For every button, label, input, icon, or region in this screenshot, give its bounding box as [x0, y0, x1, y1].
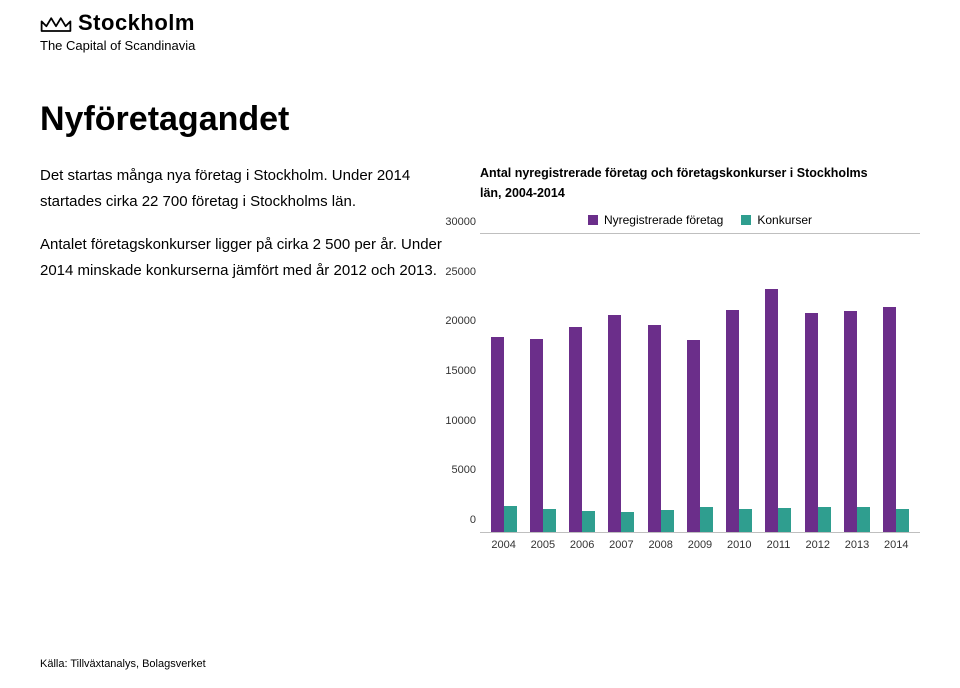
paragraph-1: Det startas många nya företag i Stockhol…	[40, 163, 450, 214]
chart-plot: 050001000015000200002500030000	[480, 233, 920, 533]
bar-group	[805, 234, 831, 532]
bar-group	[569, 234, 595, 532]
bar-nyreg	[765, 289, 778, 532]
ytick-label: 5000	[438, 464, 476, 476]
bar-nyreg	[883, 307, 896, 532]
xtick-label: 2004	[491, 539, 517, 551]
bar-nyreg	[648, 325, 661, 532]
chart-column: Antal nyregistrerade företag och företag…	[480, 163, 920, 573]
xtick-label: 2009	[687, 539, 713, 551]
bar-nyreg	[687, 340, 700, 532]
logo-block: Stockholm The Capital of Scandinavia	[40, 10, 195, 53]
bar-nyreg	[608, 315, 621, 532]
bar-nyreg	[569, 327, 582, 532]
chart-area: Nyregistrerade företag Konkurser 0500010…	[480, 213, 920, 573]
bar-nyreg	[530, 339, 543, 532]
bar-group	[765, 234, 791, 532]
logo-wordmark: Stockholm	[78, 10, 195, 36]
bar-group	[608, 234, 634, 532]
chart-title-line2: län, 2004-2014	[480, 186, 565, 200]
bar-konk	[739, 509, 752, 532]
xtick-label: 2005	[530, 539, 556, 551]
bar-konk	[818, 507, 831, 532]
body-text: Det startas många nya företag i Stockhol…	[40, 163, 450, 573]
legend-item-nyreg: Nyregistrerade företag	[588, 213, 723, 227]
chart-xlabels: 2004 2005 2006 2007 2008 2009 2010 2011 2012 2013…	[480, 539, 920, 551]
chart-legend: Nyregistrerade företag Konkurser	[480, 213, 920, 227]
bar-konk	[504, 506, 517, 532]
ytick-label: 0	[438, 514, 476, 526]
bar-nyreg	[844, 311, 857, 532]
content-columns: Det startas många nya företag i Stockhol…	[40, 163, 920, 573]
legend-label-nyreg: Nyregistrerade företag	[604, 213, 723, 227]
bar-group	[491, 234, 517, 532]
legend-swatch-konk	[741, 215, 751, 225]
ytick-label: 10000	[438, 415, 476, 427]
bar-konk	[543, 509, 556, 532]
legend-item-konk: Konkurser	[741, 213, 812, 227]
xtick-label: 2006	[569, 539, 595, 551]
bar-nyreg	[805, 313, 818, 532]
ytick-label: 15000	[438, 365, 476, 377]
legend-label-konk: Konkurser	[757, 213, 812, 227]
bar-group	[726, 234, 752, 532]
bar-konk	[582, 511, 595, 532]
chart-title-line1: Antal nyregistrerade företag och företag…	[480, 166, 868, 180]
bar-nyreg	[726, 310, 739, 533]
logo-row: Stockholm	[40, 10, 195, 36]
ytick-label: 25000	[438, 266, 476, 278]
bar-group	[687, 234, 713, 532]
xtick-label: 2007	[608, 539, 634, 551]
ytick-label: 20000	[438, 315, 476, 327]
bar-konk	[896, 509, 909, 532]
xtick-label: 2011	[765, 539, 791, 551]
xtick-label: 2013	[844, 539, 870, 551]
ytick-label: 30000	[438, 216, 476, 228]
paragraph-2: Antalet företagskonkurser ligger på cirk…	[40, 232, 450, 283]
xtick-label: 2014	[883, 539, 909, 551]
bar-konk	[661, 510, 674, 532]
chart-bars	[480, 234, 920, 532]
bar-nyreg	[491, 337, 504, 532]
bar-konk	[621, 512, 634, 532]
slide: Stockholm The Capital of Scandinavia Nyf…	[0, 0, 960, 688]
bar-konk	[857, 507, 870, 532]
bar-group	[530, 234, 556, 532]
chart-title: Antal nyregistrerade företag och företag…	[480, 163, 920, 203]
xtick-label: 2010	[726, 539, 752, 551]
page-title: Nyföretagandet	[40, 100, 920, 139]
logo-tagline: The Capital of Scandinavia	[40, 38, 195, 53]
legend-swatch-nyreg	[588, 215, 598, 225]
bar-konk	[700, 507, 713, 532]
source-line: Källa: Tillväxtanalys, Bolagsverket	[40, 658, 206, 670]
bar-konk	[778, 508, 791, 532]
bar-group	[844, 234, 870, 532]
xtick-label: 2008	[648, 539, 674, 551]
xtick-label: 2012	[805, 539, 831, 551]
bar-group	[883, 234, 909, 532]
crown-icon	[40, 13, 72, 33]
bar-group	[648, 234, 674, 532]
